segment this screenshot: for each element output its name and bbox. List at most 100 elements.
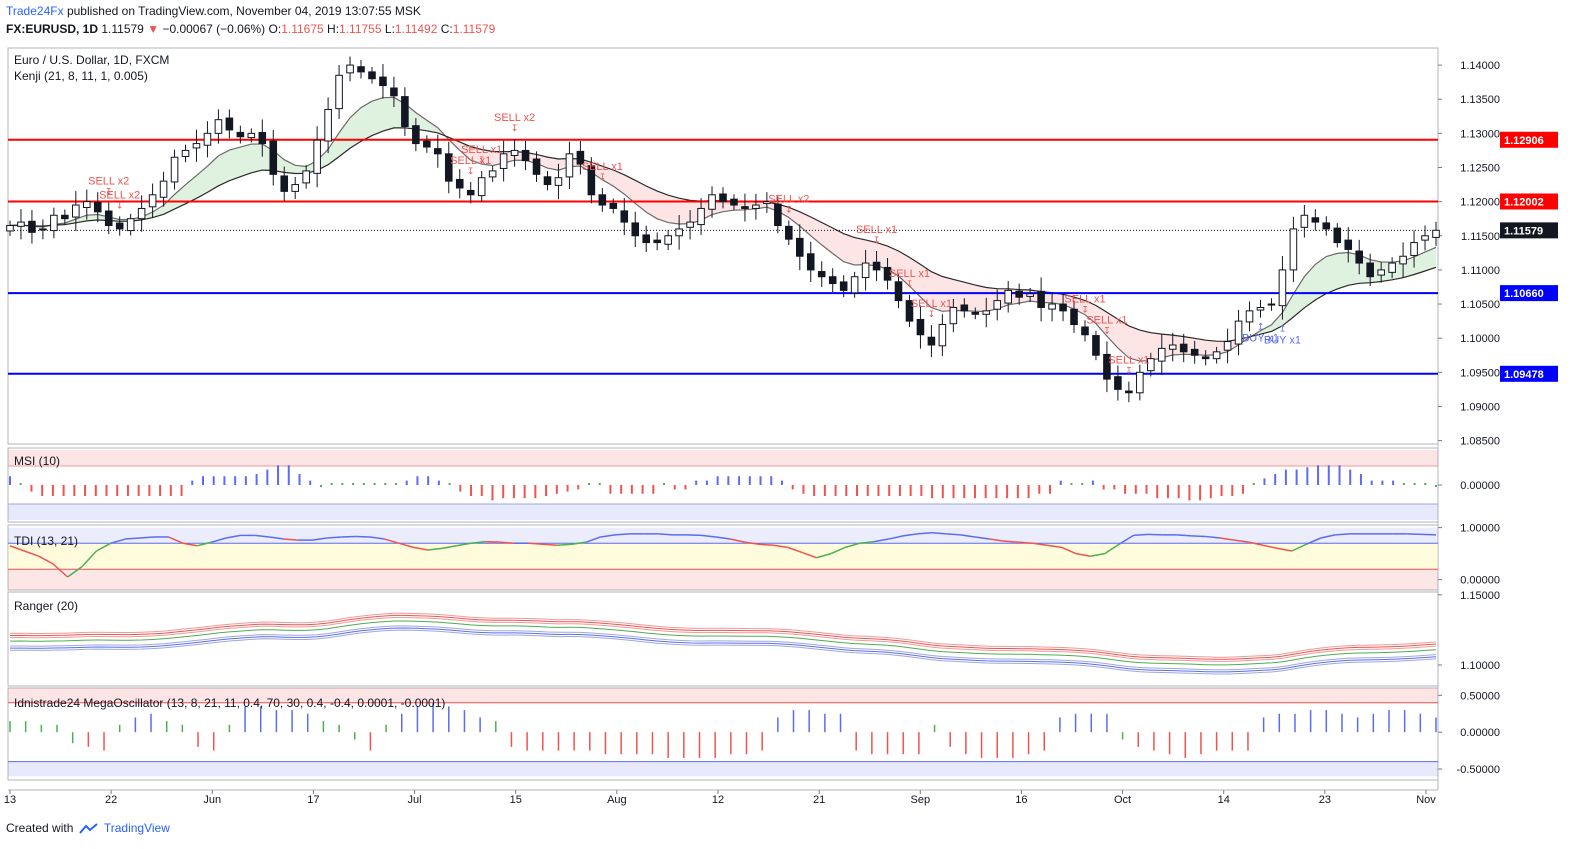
tradingview-logo-icon (78, 823, 98, 834)
sell-signal-label: SELL x1 (1108, 355, 1149, 367)
ranger-band-line (9, 620, 1437, 666)
candle-body (1421, 235, 1429, 241)
candle-body (949, 306, 958, 325)
time-tick-label: 17 (307, 794, 319, 806)
tradingview-link[interactable]: TradingView (103, 821, 170, 835)
ranger-band-line (10, 625, 1437, 671)
tdi-title: TDI (13, 21) (14, 534, 78, 548)
tdi-line-segment (427, 547, 443, 551)
level-price-tag (1500, 131, 1558, 148)
tdi-line-segment (874, 538, 889, 543)
tdi-line-segment (168, 536, 184, 544)
sell-signal-label: SELL x1 (889, 268, 930, 280)
candle-body (1344, 239, 1353, 250)
candle-body (247, 132, 256, 139)
mega-title: Idnistrade24 MegaOscillator (13, 8, 21, … (14, 696, 445, 710)
kenji-cloud-bear (931, 271, 943, 312)
candle-body (50, 214, 58, 232)
kenji-cloud-bull (196, 166, 208, 199)
candle-body (850, 276, 859, 294)
level-price-label: 1.09478 (1504, 369, 1544, 381)
tdi-line-segment (744, 541, 760, 545)
candle-body (291, 184, 299, 192)
sell-signal-label: SELL x2 (494, 112, 535, 124)
candle-body (6, 225, 14, 232)
candle-body (642, 234, 651, 244)
sell-signal-label: SELL x1 (461, 144, 502, 156)
kenji-cloud-bull (328, 132, 340, 165)
tdi-line-segment (1104, 543, 1120, 555)
tdi-line-segment (456, 542, 472, 547)
candle-body (1168, 344, 1177, 350)
tdi-line-segment (960, 534, 976, 538)
candle-body (763, 201, 771, 204)
candle-body (1245, 310, 1254, 323)
tdi-line-segment (211, 537, 227, 543)
candle-body (1223, 341, 1232, 351)
price-tick-label: 1.10500 (1460, 299, 1500, 311)
mega-tick-label: 0.50000 (1460, 690, 1500, 702)
candle-body (203, 132, 212, 146)
candle-body (115, 222, 124, 230)
sell-signal-label: SELL x2 (88, 176, 129, 188)
candle-body (785, 225, 793, 240)
candle-body (1212, 351, 1221, 360)
price-tick-label: 1.11000 (1461, 265, 1500, 277)
publish-header: Trade24Fx published on TradingView.com, … (6, 4, 421, 18)
pane-frame (7, 47, 1439, 445)
candle-body (477, 177, 486, 197)
tdi-line-segment (1248, 541, 1264, 547)
msi-tick-label: 0.00000 (1460, 480, 1500, 492)
brand-name[interactable]: Trade24Fx (6, 4, 64, 18)
tdi-line-segment (441, 545, 457, 550)
kenji-cloud-bull (1414, 252, 1426, 275)
tdi-line-segment (1061, 546, 1077, 555)
low-label: L: (384, 22, 395, 36)
kenji-cloud-bull (361, 101, 372, 142)
candle-body (499, 153, 508, 169)
candle-body (993, 300, 1002, 310)
kenji-cloud-bull (251, 143, 263, 173)
candle-body (423, 140, 431, 148)
msi-lower-band (8, 504, 1438, 520)
tdi-line-segment (1090, 552, 1105, 557)
tdi-line-segment (384, 538, 400, 544)
candle-body (159, 180, 168, 198)
kenji-cloud-bear (865, 239, 877, 266)
last-price-label: 1.11579 (1504, 225, 1543, 237)
candle-body (1311, 217, 1320, 223)
candle-body (576, 150, 585, 165)
candle-body (1256, 306, 1265, 311)
kenji-cloud-bear (481, 149, 493, 166)
published-text: published on TradingView.com, November 0… (66, 4, 421, 18)
kenji-cloud-bull (371, 97, 383, 136)
tdi-line-segment (398, 542, 414, 549)
tdi-line-segment (859, 540, 875, 544)
kenji-cloud-bear (1117, 319, 1129, 358)
candle-body (126, 218, 135, 232)
candle-body (686, 221, 694, 228)
symbol-label: FX:EURUSD, 1D (6, 22, 99, 36)
tdi-line-segment (283, 538, 299, 541)
candle-body (587, 165, 596, 196)
sell-arrow-icon: ↧ (1125, 366, 1133, 376)
buy-arrow-icon: ↥ (1257, 322, 1265, 332)
tdi-line-segment (542, 543, 558, 547)
candle-body (192, 143, 201, 149)
sell-arrow-icon: ↧ (873, 235, 881, 245)
candle-body (916, 318, 925, 336)
candle-body (1103, 353, 1111, 380)
ranger-band-line (9, 614, 1437, 660)
tdi-line-segment (1262, 544, 1278, 550)
tdi-line-segment (182, 542, 198, 547)
candle-body (872, 261, 881, 271)
candle-body (1136, 371, 1144, 394)
candle-body (806, 253, 815, 271)
kenji-cloud-bear (788, 207, 800, 227)
level-price-label: 1.12906 (1504, 135, 1544, 147)
candle-body (1004, 289, 1012, 304)
time-tick-label: 22 (105, 794, 117, 806)
tdi-line-segment (52, 563, 69, 578)
level-price-label: 1.10660 (1504, 288, 1544, 300)
